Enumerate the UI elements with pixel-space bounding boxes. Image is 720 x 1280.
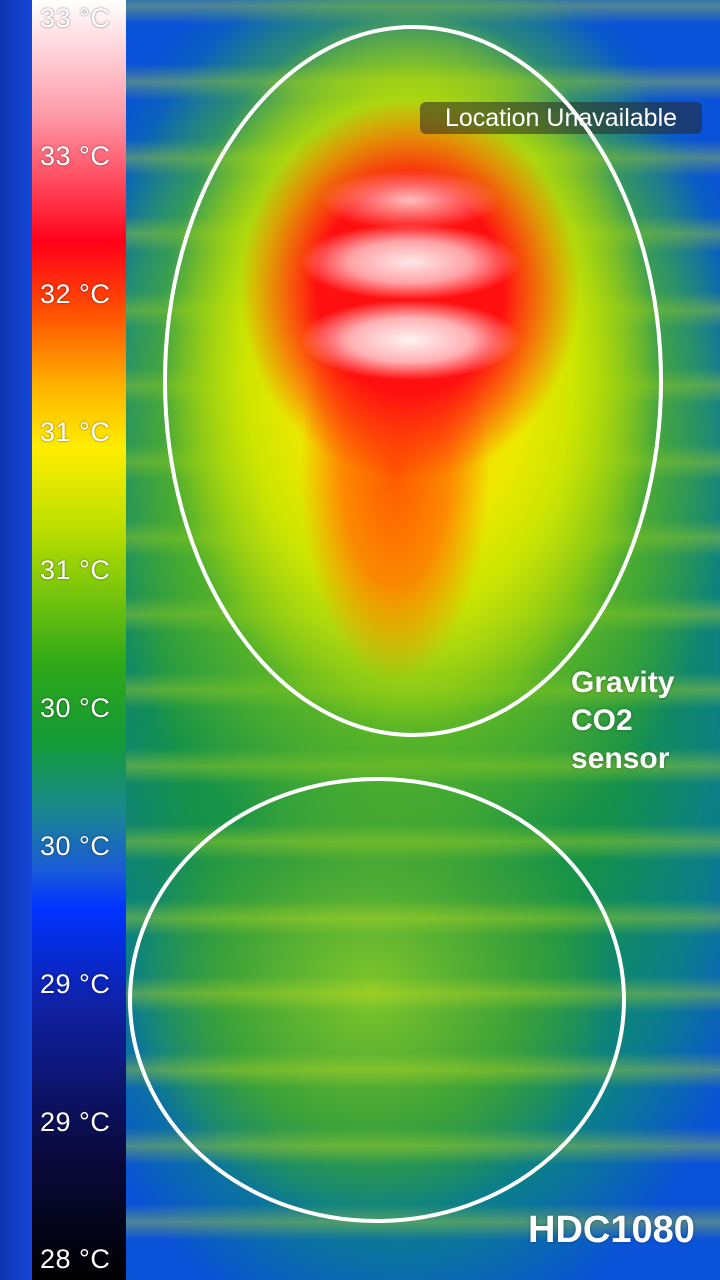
hdc1080-sensor-label: HDC1080: [528, 1209, 695, 1251]
co2-sensor-label: Gravity CO2 sensor: [571, 664, 674, 778]
scale-label: 29 °C: [40, 1107, 111, 1137]
co2-sensor-outline: [163, 25, 663, 737]
scale-label: 33 °C: [40, 3, 111, 33]
scale-label: 30 °C: [40, 693, 111, 723]
temperature-color-bar: [32, 0, 126, 1280]
co2-sensor-label-line: sensor: [571, 742, 670, 775]
location-status-badge: Location Unavailable: [420, 102, 702, 134]
scale-label: 28 °C: [40, 1244, 111, 1274]
hdc1080-sensor-outline: [128, 777, 626, 1223]
scale-label: 32 °C: [40, 279, 111, 309]
scale-label: 33 °C: [40, 141, 111, 171]
co2-sensor-label-line: Gravity: [571, 666, 675, 699]
scale-label: 29 °C: [40, 969, 111, 999]
thermal-image-edge: [0, 0, 32, 1280]
co2-sensor-label-line: CO2: [571, 704, 633, 737]
scale-label: 31 °C: [40, 555, 111, 585]
scale-label: 31 °C: [40, 417, 111, 447]
scale-label: 30 °C: [40, 831, 111, 861]
